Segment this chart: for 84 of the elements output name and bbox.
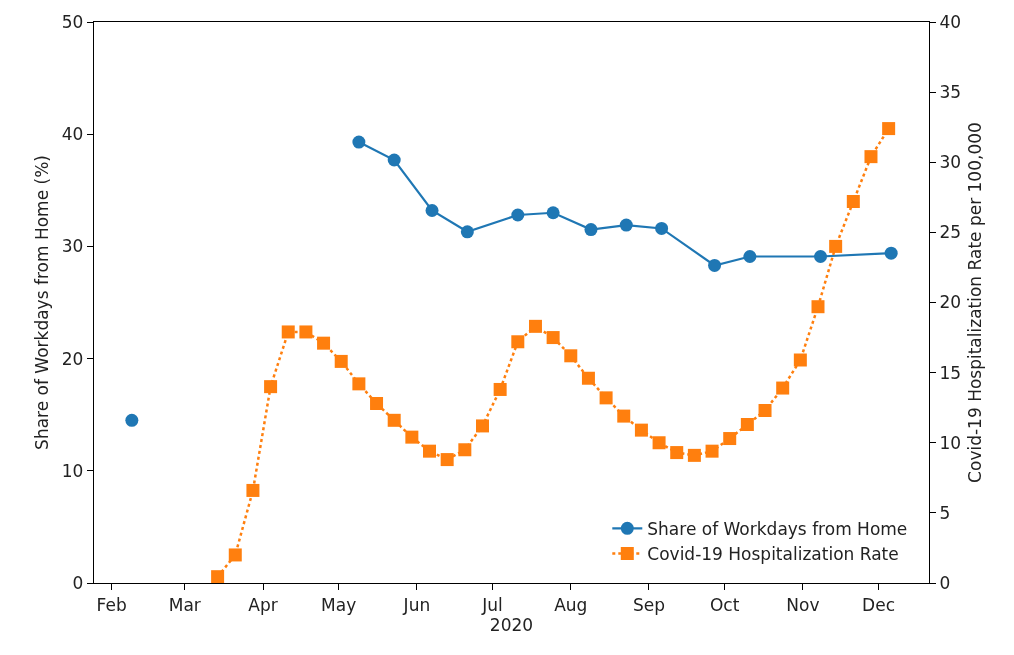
- point: [655, 221, 669, 235]
- y2-tick-label: 0: [939, 572, 951, 593]
- y2-tick-label: 20: [939, 292, 962, 313]
- point: [299, 325, 313, 339]
- x-tick-label: Feb: [96, 594, 127, 615]
- x-axis-title: 2020: [489, 614, 534, 635]
- point: [387, 153, 401, 167]
- point: [405, 430, 419, 444]
- y2-tick-label: 10: [939, 432, 962, 453]
- point: [687, 448, 701, 462]
- point: [125, 413, 139, 427]
- point: [882, 122, 896, 136]
- y-axis-title: Share of Workdays from Home (%): [32, 155, 53, 450]
- y2-tick-label: 35: [939, 82, 962, 103]
- point: [793, 353, 807, 367]
- point: [458, 443, 472, 457]
- point: [387, 413, 401, 427]
- point: [475, 419, 489, 433]
- x-tick-label: Mar: [168, 594, 201, 615]
- point: [528, 319, 542, 333]
- point: [584, 223, 598, 237]
- point: [370, 396, 384, 410]
- point: [864, 150, 878, 164]
- point: [423, 444, 437, 458]
- point: [708, 258, 722, 272]
- point: [546, 206, 560, 220]
- y2-tick-label: 5: [939, 502, 951, 523]
- legend-label: Covid-19 Hospitalization Rate: [647, 544, 899, 565]
- y2-tick-label: 40: [939, 11, 962, 32]
- point: [352, 135, 366, 149]
- x-tick-label: Jul: [481, 594, 503, 615]
- point: [425, 204, 439, 217]
- point: [723, 432, 737, 446]
- x-tick-label: Nov: [786, 594, 820, 615]
- x-tick-label: Jun: [402, 594, 431, 615]
- point: [511, 335, 525, 349]
- x-tick-label: Oct: [709, 594, 740, 615]
- point: [581, 371, 595, 385]
- point: [599, 391, 613, 405]
- y-tick-label: 0: [72, 572, 84, 593]
- y-tick-label: 10: [61, 460, 84, 481]
- point: [564, 349, 578, 363]
- x-tick-label: Apr: [248, 594, 278, 615]
- x-tick-label: Sep: [632, 594, 665, 615]
- point: [811, 300, 825, 314]
- point: [743, 250, 757, 263]
- point: [776, 381, 790, 395]
- point: [846, 195, 860, 209]
- y-tick-label: 40: [61, 124, 84, 145]
- point: [334, 354, 348, 368]
- point: [440, 453, 454, 467]
- point: [758, 403, 772, 417]
- point: [814, 250, 828, 263]
- y-tick-label: 20: [61, 348, 84, 369]
- point: [246, 483, 260, 497]
- y2-tick-label: 30: [939, 152, 962, 173]
- point: [511, 208, 525, 222]
- point: [460, 225, 474, 239]
- point: [546, 331, 560, 345]
- point: [228, 548, 242, 562]
- y2-axis-title: Covid-19 Hospitalization Rate per 100,000: [964, 122, 985, 483]
- x-tick-label: Dec: [862, 594, 895, 615]
- point: [264, 380, 278, 394]
- point: [493, 382, 507, 396]
- point: [705, 444, 719, 458]
- x-tick-label: May: [321, 594, 357, 615]
- point: [352, 377, 366, 391]
- point: [634, 423, 648, 437]
- point: [617, 409, 631, 423]
- legend-label: Share of Workdays from Home: [647, 518, 908, 539]
- point: [281, 325, 295, 339]
- y2-tick-label: 15: [939, 362, 962, 383]
- y-tick-label: 30: [61, 236, 84, 257]
- point: [670, 446, 684, 460]
- point: [740, 418, 754, 432]
- y-tick-label: 50: [61, 11, 84, 32]
- y2-tick-label: 25: [939, 222, 962, 243]
- point: [619, 218, 633, 232]
- x-tick-label: Aug: [554, 594, 588, 615]
- point: [829, 239, 843, 253]
- point: [317, 336, 331, 350]
- point: [884, 246, 898, 260]
- point: [211, 570, 225, 583]
- point: [652, 436, 666, 450]
